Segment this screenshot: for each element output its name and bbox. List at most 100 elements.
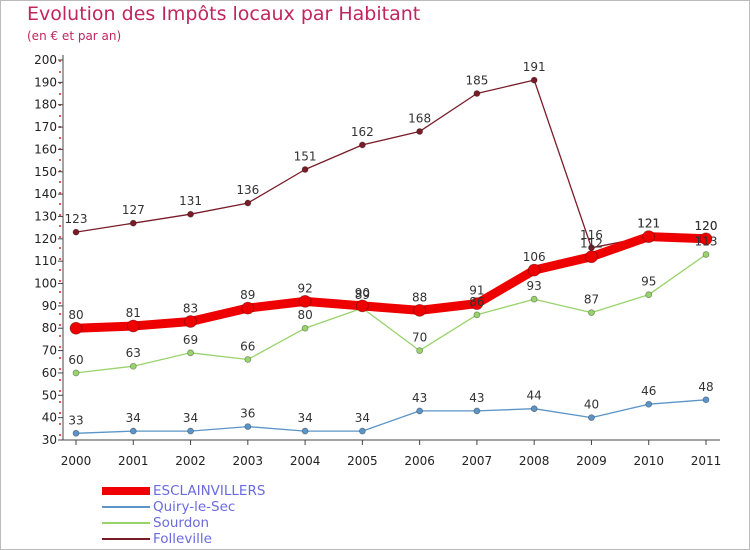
x-tick-label-2009: 2009 bbox=[576, 454, 607, 468]
x-tick-label-2004: 2004 bbox=[290, 454, 321, 468]
data-point-esclainvillers-2007 bbox=[470, 297, 484, 311]
legend-label-sourdon: Sourdon bbox=[153, 515, 210, 531]
data-point-esclainvillers-2008 bbox=[527, 263, 541, 277]
y-tick-label-120: 120 bbox=[34, 232, 57, 246]
data-point-sourdon-2004 bbox=[301, 324, 309, 332]
data-label-sourdon-2001: 63 bbox=[126, 346, 141, 360]
y-tick-label-190: 190 bbox=[34, 75, 57, 89]
data-label-quiry-le-sec-2000: 33 bbox=[68, 413, 83, 427]
data-point-quiry-le-sec-2010 bbox=[645, 400, 653, 408]
data-label-esclainvillers-2007: 91 bbox=[469, 284, 484, 298]
x-tick-label-2006: 2006 bbox=[404, 454, 435, 468]
data-label-folleville-2000: 123 bbox=[65, 212, 88, 226]
data-point-sourdon-2001 bbox=[129, 362, 137, 370]
chart-title: Evolution des Impôts locaux par Habitant bbox=[27, 3, 421, 25]
data-point-folleville-2001 bbox=[129, 219, 137, 227]
data-point-esclainvillers-2011 bbox=[699, 232, 713, 246]
data-point-folleville-2008 bbox=[530, 76, 538, 84]
data-label-sourdon-2004: 80 bbox=[297, 308, 312, 322]
data-point-sourdon-2007 bbox=[473, 311, 481, 319]
data-point-quiry-le-sec-2008 bbox=[530, 405, 538, 413]
data-label-folleville-2005: 162 bbox=[351, 125, 374, 139]
y-tick-label-110: 110 bbox=[34, 254, 57, 268]
data-point-quiry-le-sec-2004 bbox=[301, 427, 309, 435]
y-tick-label-170: 170 bbox=[34, 120, 57, 134]
data-label-sourdon-2006: 70 bbox=[412, 331, 427, 345]
data-label-esclainvillers-2002: 83 bbox=[183, 302, 198, 316]
series-line-sourdon bbox=[75, 253, 707, 374]
data-point-esclainvillers-2003 bbox=[241, 301, 255, 315]
data-label-quiry-le-sec-2011: 48 bbox=[698, 380, 713, 394]
data-point-esclainvillers-2005 bbox=[355, 299, 369, 313]
data-label-quiry-le-sec-2010: 46 bbox=[641, 384, 656, 398]
data-point-folleville-2004 bbox=[301, 166, 309, 173]
data-point-folleville-2000 bbox=[72, 228, 80, 236]
data-label-folleville-2010: 121 bbox=[637, 217, 660, 231]
y-tick-label-90: 90 bbox=[42, 299, 57, 313]
y-tick-label-160: 160 bbox=[34, 142, 57, 156]
data-label-esclainvillers-2011: 120 bbox=[695, 219, 718, 233]
data-point-quiry-le-sec-2011 bbox=[702, 396, 710, 404]
x-tick-label-2002: 2002 bbox=[175, 454, 206, 468]
y-tick-label-50: 50 bbox=[42, 388, 57, 402]
y-tick-label-60: 60 bbox=[42, 366, 57, 380]
data-label-folleville-2002: 131 bbox=[179, 194, 202, 208]
data-point-sourdon-2000 bbox=[72, 369, 80, 377]
data-label-folleville-2006: 168 bbox=[408, 112, 431, 126]
series-line-esclainvillers bbox=[71, 232, 711, 333]
data-point-sourdon-2006 bbox=[416, 347, 424, 354]
data-label-esclainvillers-2008: 106 bbox=[523, 250, 546, 264]
y-tick-label-200: 200 bbox=[34, 53, 57, 67]
data-label-sourdon-2008: 93 bbox=[527, 279, 542, 293]
data-label-quiry-le-sec-2009: 40 bbox=[584, 398, 599, 412]
y-tick-label-130: 130 bbox=[34, 209, 57, 223]
data-point-sourdon-2008 bbox=[530, 295, 538, 303]
data-label-esclainvillers-2004: 92 bbox=[297, 281, 312, 295]
data-point-esclainvillers-2002 bbox=[184, 315, 197, 328]
legend-item-folleville: Folleville bbox=[100, 531, 340, 548]
data-label-quiry-le-sec-2005: 34 bbox=[355, 411, 370, 425]
data-point-quiry-le-sec-2005 bbox=[358, 427, 366, 435]
data-label-sourdon-2010: 95 bbox=[641, 275, 656, 289]
data-label-quiry-le-sec-2006: 43 bbox=[412, 391, 427, 405]
y-tick-label-150: 150 bbox=[34, 165, 57, 179]
data-point-quiry-le-sec-2002 bbox=[187, 427, 194, 435]
data-label-folleville-2004: 151 bbox=[294, 150, 317, 164]
data-label-folleville-2001: 127 bbox=[122, 203, 145, 217]
data-point-quiry-le-sec-2001 bbox=[129, 427, 137, 435]
x-tick-label-2001: 2001 bbox=[118, 454, 149, 468]
data-point-folleville-2002 bbox=[187, 210, 194, 218]
data-label-esclainvillers-2003: 89 bbox=[240, 288, 255, 302]
legend-swatch-sourdon bbox=[102, 522, 150, 524]
legend-swatch-folleville bbox=[102, 538, 150, 540]
legend-item-sourdon: Sourdon bbox=[100, 515, 340, 532]
series-line-quiry-le-sec bbox=[75, 399, 707, 434]
data-point-esclainvillers-2004 bbox=[298, 295, 312, 308]
y-tick-label-30: 30 bbox=[42, 433, 57, 447]
y-tick-label-180: 180 bbox=[34, 98, 57, 112]
legend-item-esclainvillers: ESCLAINVILLERS bbox=[100, 483, 340, 500]
y-tick-label-140: 140 bbox=[34, 187, 57, 201]
legend-label-folleville: Folleville bbox=[153, 531, 212, 547]
data-label-esclainvillers-2005: 90 bbox=[355, 286, 370, 300]
data-label-quiry-le-sec-2007: 43 bbox=[469, 391, 484, 405]
x-tick-label-2007: 2007 bbox=[462, 454, 493, 468]
data-point-folleville-2003 bbox=[244, 199, 252, 207]
y-tick-label-100: 100 bbox=[34, 277, 57, 291]
data-label-sourdon-2000: 60 bbox=[68, 353, 83, 367]
x-tick-label-2008: 2008 bbox=[519, 454, 550, 468]
data-point-sourdon-2009 bbox=[588, 309, 595, 316]
x-tick-label-2000: 2000 bbox=[61, 454, 92, 468]
data-point-quiry-le-sec-2009 bbox=[588, 414, 595, 422]
data-label-folleville-2007: 185 bbox=[465, 74, 488, 88]
data-label-sourdon-2009: 87 bbox=[584, 293, 599, 307]
data-point-sourdon-2002 bbox=[187, 349, 194, 357]
data-label-esclainvillers-2000: 80 bbox=[68, 308, 83, 322]
data-label-folleville-2009: 116 bbox=[580, 228, 603, 242]
legend-label-esclainvillers: ESCLAINVILLERS bbox=[153, 483, 266, 499]
legend-swatch-esclainvillers bbox=[102, 487, 150, 495]
data-label-sourdon-2002: 69 bbox=[183, 333, 198, 347]
x-tick-label-2011: 2011 bbox=[691, 454, 722, 468]
